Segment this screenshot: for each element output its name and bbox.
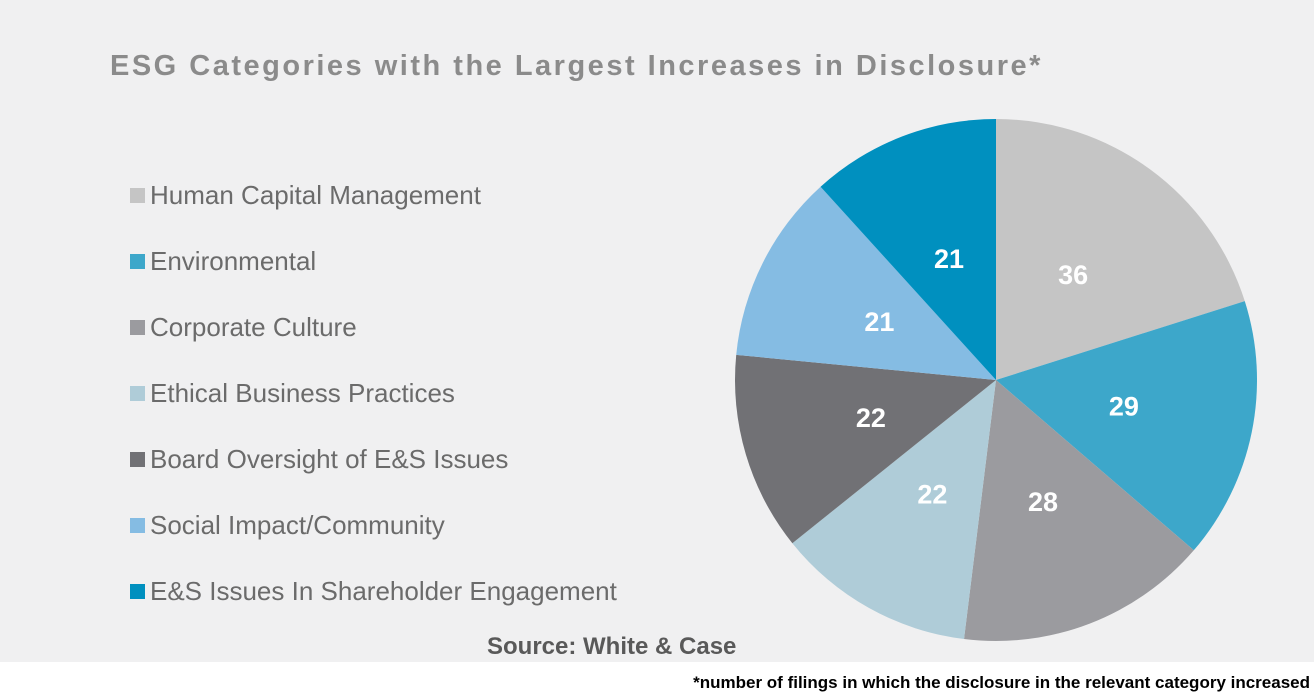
pie-slice-3 <box>792 380 996 640</box>
legend-item-2: Corporate Culture <box>130 312 617 342</box>
pie-slice-1 <box>996 301 1257 551</box>
pie-chart: 36 29 28 22 22 21 21 <box>735 119 1257 641</box>
legend-label: Human Capital Management <box>150 179 481 210</box>
pie-value-label: 21 <box>864 307 894 337</box>
pie-value-label: 36 <box>1058 260 1088 290</box>
pie-value-label: 29 <box>1109 392 1139 422</box>
pie-value-label: 22 <box>856 403 886 433</box>
legend-item-1: Environmental <box>130 246 617 276</box>
legend-swatch <box>130 319 145 335</box>
source-text: Source: White & Case <box>487 633 737 660</box>
legend-item-3: Ethical Business Practices <box>130 378 617 408</box>
pie-value-label: 28 <box>1028 487 1058 517</box>
pie-slice-2 <box>964 380 1194 641</box>
pie-slice-5 <box>736 186 996 380</box>
footnote-area: *number of filings in which the disclosu… <box>0 662 1314 696</box>
legend-item-5: Social Impact/Community <box>130 510 617 540</box>
legend-swatch <box>130 253 145 269</box>
pie-value-label: 21 <box>934 244 964 274</box>
legend-label: Environmental <box>150 245 317 276</box>
legend: Human Capital Management Environmental Cor… <box>130 180 617 642</box>
legend-label: Corporate Culture <box>150 311 357 342</box>
legend-swatch <box>130 451 145 467</box>
legend-swatch <box>130 517 145 533</box>
pie-slice-6 <box>820 119 996 380</box>
legend-item-0: Human Capital Management <box>130 180 617 210</box>
legend-swatch <box>130 385 145 401</box>
legend-label: E&S Issues In Shareholder Engagement <box>150 575 617 606</box>
legend-swatch <box>130 583 145 599</box>
legend-label: Social Impact/Community <box>150 509 445 540</box>
legend-label: Ethical Business Practices <box>150 377 455 408</box>
footnote-text: *number of filings in which the disclosu… <box>693 673 1310 692</box>
legend-swatch <box>130 187 145 203</box>
chart-area: ESG Categories with the Largest Increase… <box>0 0 1314 662</box>
legend-label: Board Oversight of E&S Issues <box>150 443 509 474</box>
pie-slice-0 <box>996 119 1245 380</box>
legend-item-4: Board Oversight of E&S Issues <box>130 444 617 474</box>
chart-title: ESG Categories with the Largest Increase… <box>110 50 1043 82</box>
pie-slice-4 <box>735 354 996 544</box>
pie-value-label: 22 <box>917 479 947 509</box>
legend-item-6: E&S Issues In Shareholder Engagement <box>130 576 617 606</box>
